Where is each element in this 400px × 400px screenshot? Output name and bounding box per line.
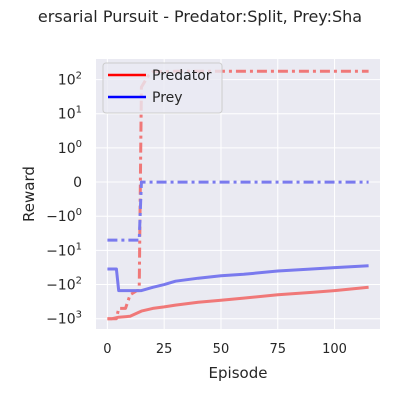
legend: Predator Prey bbox=[102, 62, 223, 114]
y-tick-label: −100 bbox=[46, 207, 82, 225]
series-line-predator-solid-1 bbox=[107, 285, 369, 321]
y-tick-label: −102 bbox=[46, 276, 82, 294]
y-axis-label: Reward bbox=[20, 166, 38, 222]
y-tick-label: 100 bbox=[58, 139, 82, 157]
y-tick-label: −101 bbox=[46, 241, 82, 259]
y-tick-label: 102 bbox=[58, 71, 82, 89]
chart-title: ersarial Pursuit - Predator:Split, Prey:… bbox=[38, 7, 362, 26]
tick-labels: 0 25 50 75 100 102 101 100 0 −100 −101 −102 −103 bbox=[46, 71, 347, 357]
y-tick-label: 101 bbox=[58, 105, 82, 123]
x-tick-label: 75 bbox=[269, 342, 286, 357]
x-tick-label: 25 bbox=[156, 342, 173, 357]
series-line-prey-dashdot-2 bbox=[107, 180, 369, 242]
y-tick-label: 0 bbox=[73, 175, 82, 191]
x-tick-label: 0 bbox=[103, 342, 111, 357]
x-axis-label: Episode bbox=[209, 364, 268, 382]
y-tick-label: −103 bbox=[46, 310, 82, 328]
legend-label-prey: Prey bbox=[152, 90, 183, 106]
series-line-predator-dashdot-0 bbox=[107, 69, 369, 321]
x-tick-label: 50 bbox=[213, 342, 230, 357]
series-layer bbox=[107, 69, 369, 321]
x-tick-label: 100 bbox=[322, 342, 347, 357]
series-line-prey-solid-3 bbox=[107, 264, 369, 293]
legend-label-predator: Predator bbox=[152, 68, 212, 84]
